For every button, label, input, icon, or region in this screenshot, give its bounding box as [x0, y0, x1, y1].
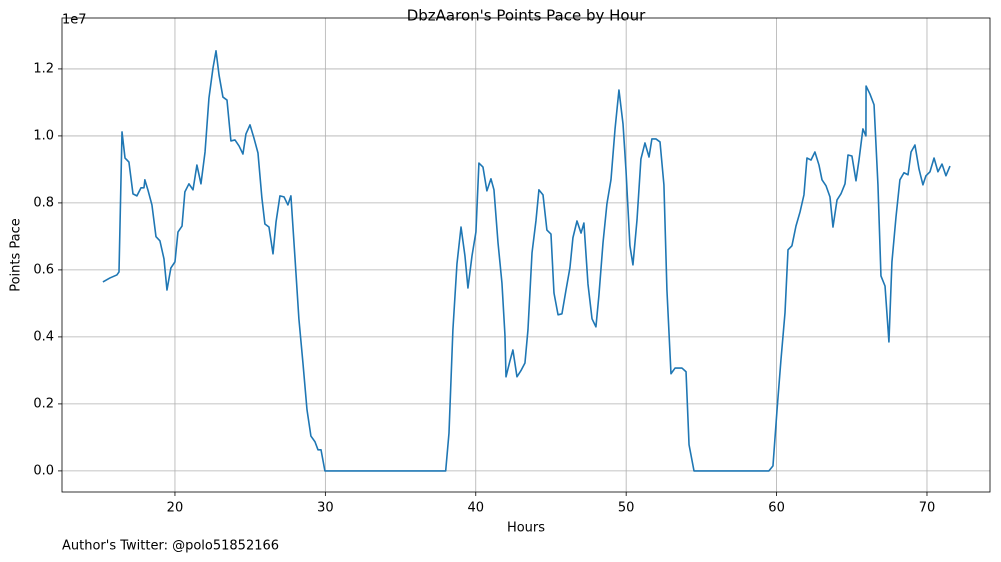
- footnote: Author's Twitter: @polo51852166: [62, 539, 279, 554]
- y-axis-label: Points Pace: [9, 218, 24, 292]
- y-tick-label: 0.6: [33, 262, 54, 277]
- y-tick-label: 1.2: [33, 61, 54, 76]
- chart-title: DbzAaron's Points Pace by Hour: [407, 7, 646, 25]
- x-tick-label: 70: [919, 501, 936, 516]
- y-tick-label: 0.8: [33, 195, 54, 210]
- data-line: [102, 50, 951, 472]
- y-tick-label: 0.0: [33, 463, 54, 478]
- plot-frame: [61, 17, 991, 493]
- x-tick-label: 20: [167, 501, 184, 516]
- x-tick-label: 30: [317, 501, 334, 516]
- x-tick-label: 60: [768, 501, 785, 516]
- y-tick-label: 0.4: [33, 329, 54, 344]
- y-offset-label: 1e7: [62, 13, 87, 28]
- y-tick-label: 1.0: [33, 128, 54, 143]
- x-axis-label: Hours: [507, 521, 545, 536]
- y-tick-label: 0.2: [33, 396, 54, 411]
- x-tick-label: 40: [467, 501, 484, 516]
- x-tick-label: 50: [618, 501, 635, 516]
